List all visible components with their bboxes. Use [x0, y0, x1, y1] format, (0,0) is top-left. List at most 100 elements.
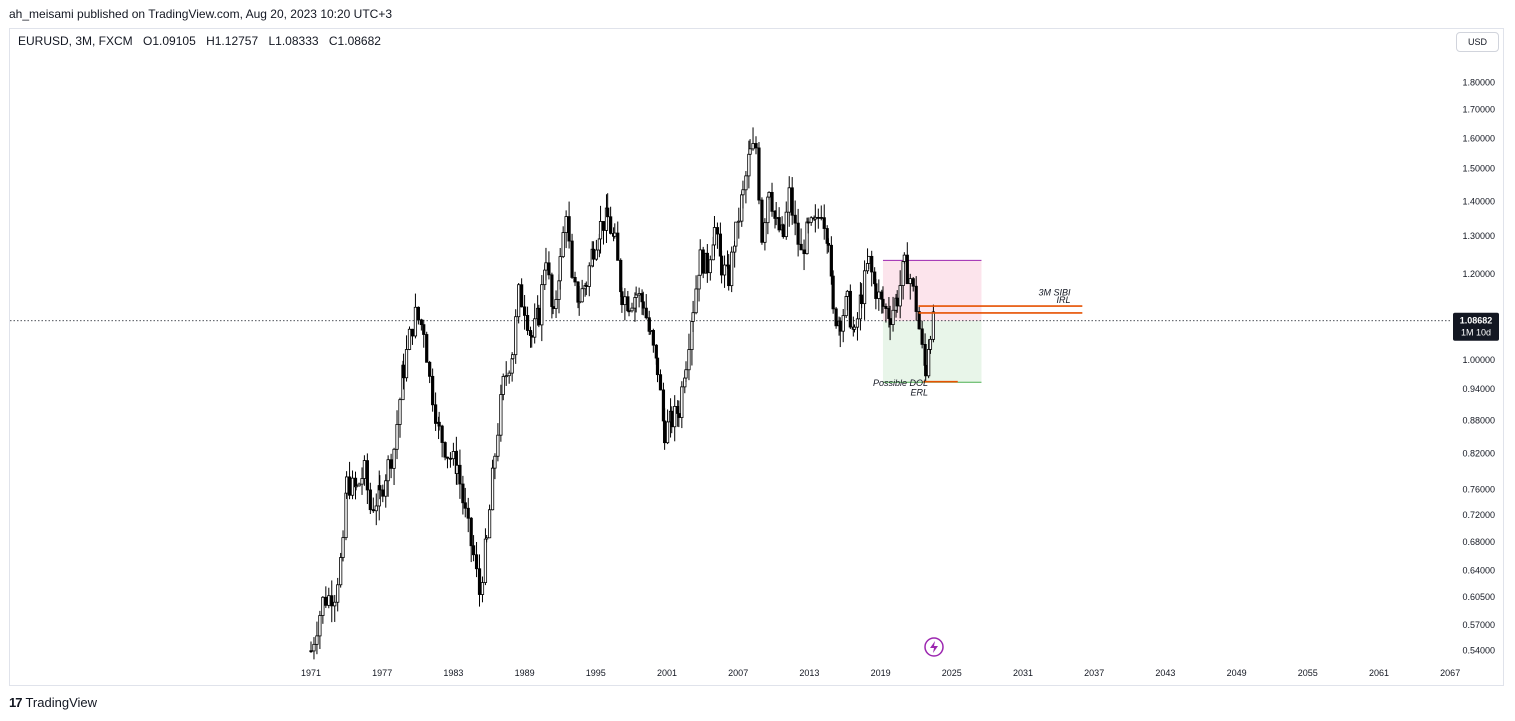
candle-body: [619, 259, 623, 293]
candle-body: [790, 187, 794, 216]
candle-body: [480, 582, 485, 595]
candle-body: [514, 316, 518, 356]
annotation-label: ERL: [911, 387, 929, 397]
candle-body: [587, 265, 591, 287]
candle-body: [763, 222, 767, 243]
candle-body: [448, 457, 453, 460]
y-tick-label: 0.88000: [1462, 415, 1495, 425]
candle-body: [781, 224, 785, 238]
y-tick-label: 1.20000: [1462, 269, 1495, 279]
candle-body: [577, 301, 581, 304]
candle-body: [737, 220, 741, 223]
candle-body: [809, 217, 813, 223]
candle-body: [584, 285, 588, 287]
candle-body: [613, 232, 617, 237]
candle-body: [324, 596, 328, 606]
candle-body: [445, 456, 450, 459]
candle-body: [799, 243, 803, 251]
candle-body: [927, 348, 931, 377]
footer-brand[interactable]: TradingView: [25, 695, 98, 710]
candle-body: [344, 476, 349, 494]
candle-body: [530, 335, 534, 338]
candle-body: [867, 255, 871, 264]
candle-body: [510, 358, 514, 374]
candle-body: [318, 615, 322, 637]
candle-body: [673, 406, 677, 428]
candle-body: [507, 372, 511, 377]
candle-body: [884, 306, 888, 309]
candle-body: [623, 296, 627, 306]
candle-body: [715, 227, 720, 235]
candle-body: [428, 361, 432, 377]
candle-body: [419, 319, 423, 326]
y-tick-label: 1.50000: [1462, 164, 1495, 174]
candle-body: [911, 278, 915, 287]
candle-body: [401, 364, 406, 379]
y-tick-label: 1.80000: [1462, 78, 1495, 88]
candle-body: [697, 274, 701, 290]
candle-body: [523, 306, 527, 316]
symbol-name[interactable]: EURUSD, 3M, FXCM: [18, 34, 133, 48]
candle-body: [416, 306, 420, 321]
candle-body: [341, 537, 345, 558]
candle-body: [705, 252, 709, 274]
candle-body: [368, 489, 372, 511]
price-badge-value: 1.08682: [1460, 316, 1493, 326]
chart-frame: [9, 28, 1504, 686]
candle-body: [354, 485, 358, 488]
lightning-bolt-icon: [930, 641, 938, 653]
x-tick-label: 1989: [515, 668, 535, 678]
candle-body: [870, 255, 874, 273]
candle-body: [663, 420, 667, 444]
candle-body: [537, 307, 541, 326]
candle-body: [928, 338, 933, 350]
candle-body: [425, 334, 429, 363]
candle-body: [901, 261, 905, 286]
candle-body: [601, 221, 606, 231]
candle-body: [806, 221, 810, 224]
candle-body: [501, 376, 505, 395]
x-tick-label: 2061: [1369, 668, 1389, 678]
y-tick-label: 1.60000: [1462, 133, 1495, 143]
x-tick-label: 1983: [443, 668, 463, 678]
candle-body: [496, 434, 500, 457]
candle-body: [564, 216, 568, 233]
candle-body: [831, 275, 835, 310]
currency-button[interactable]: USD: [1456, 32, 1499, 52]
candle-body: [644, 307, 648, 319]
candle-body: [637, 293, 641, 296]
candle-body: [327, 595, 331, 606]
candle-body: [760, 199, 764, 243]
candle-body: [410, 328, 415, 337]
tradingview-logo-icon[interactable]: 17: [9, 695, 23, 710]
candle-body: [744, 175, 748, 191]
x-tick-label: 2031: [1013, 668, 1033, 678]
candle-body: [477, 568, 482, 595]
candle-body: [701, 249, 705, 274]
x-tick-label: 2037: [1084, 668, 1104, 678]
candle-body: [641, 301, 645, 309]
x-tick-label: 2043: [1155, 668, 1175, 678]
candle-body: [455, 464, 459, 474]
candle-body: [357, 483, 361, 487]
candle-body: [525, 315, 530, 331]
candle-body: [315, 635, 319, 645]
candle-body: [751, 143, 755, 150]
candle-body: [485, 537, 489, 540]
candle-body: [741, 189, 745, 196]
x-tick-label: 2055: [1298, 668, 1318, 678]
candle-body: [665, 421, 670, 444]
symbol-legend: EURUSD, 3M, FXCM O1.09105 H1.12757 L1.08…: [18, 34, 388, 48]
y-tick-label: 0.94000: [1462, 384, 1495, 394]
candle-body: [784, 211, 788, 238]
y-tick-label: 0.68000: [1462, 537, 1495, 547]
candle-body: [431, 375, 435, 406]
candle-body: [838, 320, 842, 332]
candle-body: [684, 369, 688, 379]
candle-body: [654, 344, 658, 359]
candle-body: [440, 425, 444, 443]
candle-body: [573, 277, 577, 283]
candle-body: [407, 328, 412, 350]
candle-body: [616, 232, 620, 261]
